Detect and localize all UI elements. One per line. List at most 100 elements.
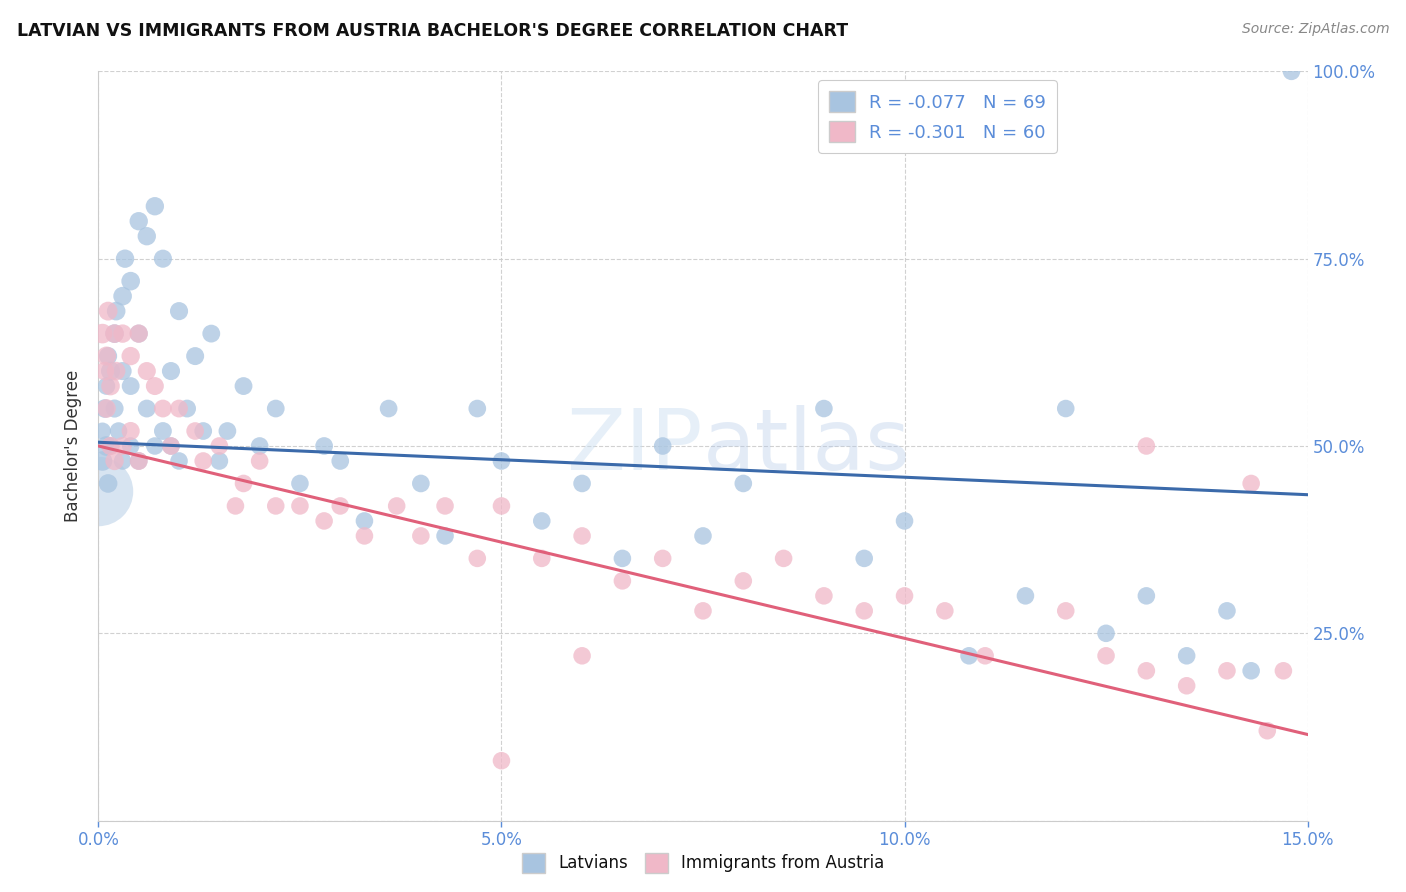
Point	[893, 514, 915, 528]
Point	[200, 326, 222, 341]
Point	[692, 604, 714, 618]
Point	[111, 454, 134, 468]
Point	[120, 379, 142, 393]
Point	[1281, 64, 1303, 78]
Point	[1054, 401, 1077, 416]
Point	[135, 229, 157, 244]
Point	[1240, 664, 1263, 678]
Point	[152, 401, 174, 416]
Point	[96, 379, 118, 393]
Point	[974, 648, 997, 663]
Point	[224, 499, 246, 513]
Point	[1175, 648, 1198, 663]
Point	[176, 401, 198, 416]
Point	[120, 424, 142, 438]
Point	[208, 439, 231, 453]
Point	[1216, 664, 1239, 678]
Point	[377, 401, 399, 416]
Point	[1095, 648, 1118, 663]
Point	[571, 476, 593, 491]
Point	[232, 379, 254, 393]
Point	[143, 199, 166, 213]
Point	[103, 326, 125, 341]
Point	[264, 499, 287, 513]
Point	[111, 364, 134, 378]
Point	[135, 401, 157, 416]
Point	[853, 604, 876, 618]
Point	[434, 529, 457, 543]
Point	[97, 476, 120, 491]
Point	[105, 304, 128, 318]
Point	[120, 439, 142, 453]
Point	[314, 439, 336, 453]
Point	[97, 349, 120, 363]
Point	[651, 551, 673, 566]
Point	[152, 252, 174, 266]
Point	[1135, 439, 1157, 453]
Point	[1054, 604, 1077, 618]
Point	[91, 454, 114, 468]
Point	[434, 499, 457, 513]
Point	[491, 754, 513, 768]
Point	[128, 454, 150, 468]
Point	[1135, 589, 1157, 603]
Point	[813, 401, 835, 416]
Point	[91, 326, 114, 341]
Point	[612, 574, 634, 588]
Point	[1240, 476, 1263, 491]
Point	[100, 379, 122, 393]
Point	[465, 401, 488, 416]
Point	[128, 454, 150, 468]
Point	[103, 401, 125, 416]
Point	[135, 364, 157, 378]
Point	[813, 589, 835, 603]
Point	[465, 551, 488, 566]
Point	[651, 439, 673, 453]
Point	[111, 326, 134, 341]
Point	[91, 424, 114, 438]
Point	[385, 499, 408, 513]
Point	[97, 304, 120, 318]
Point	[409, 529, 432, 543]
Point	[217, 424, 239, 438]
Point	[160, 364, 183, 378]
Point	[288, 476, 311, 491]
Point	[167, 454, 190, 468]
Point	[934, 604, 956, 618]
Text: LATVIAN VS IMMIGRANTS FROM AUSTRIA BACHELOR'S DEGREE CORRELATION CHART: LATVIAN VS IMMIGRANTS FROM AUSTRIA BACHE…	[17, 22, 848, 40]
Point	[120, 274, 142, 288]
Point	[103, 454, 125, 468]
Point	[96, 439, 118, 453]
Point	[111, 289, 134, 303]
Point	[353, 529, 375, 543]
Point	[571, 529, 593, 543]
Point	[94, 401, 117, 416]
Point	[96, 349, 118, 363]
Y-axis label: Bachelor's Degree: Bachelor's Degree	[65, 370, 83, 522]
Point	[1135, 664, 1157, 678]
Point	[128, 326, 150, 341]
Point	[264, 401, 287, 416]
Point	[94, 364, 117, 378]
Text: atlas: atlas	[703, 404, 911, 488]
Point	[152, 424, 174, 438]
Point	[491, 499, 513, 513]
Point	[100, 439, 122, 453]
Point	[208, 454, 231, 468]
Point	[612, 551, 634, 566]
Point	[692, 529, 714, 543]
Point	[167, 401, 190, 416]
Point	[733, 476, 755, 491]
Text: ZIP: ZIP	[567, 404, 703, 488]
Point	[249, 439, 271, 453]
Point	[530, 551, 553, 566]
Legend: R = -0.077   N = 69, R = -0.301   N = 60: R = -0.077 N = 69, R = -0.301 N = 60	[818, 80, 1057, 153]
Point	[184, 349, 207, 363]
Point	[353, 514, 375, 528]
Point	[314, 514, 336, 528]
Point	[96, 401, 118, 416]
Point	[853, 551, 876, 566]
Point	[571, 648, 593, 663]
Point	[772, 551, 794, 566]
Point	[167, 304, 190, 318]
